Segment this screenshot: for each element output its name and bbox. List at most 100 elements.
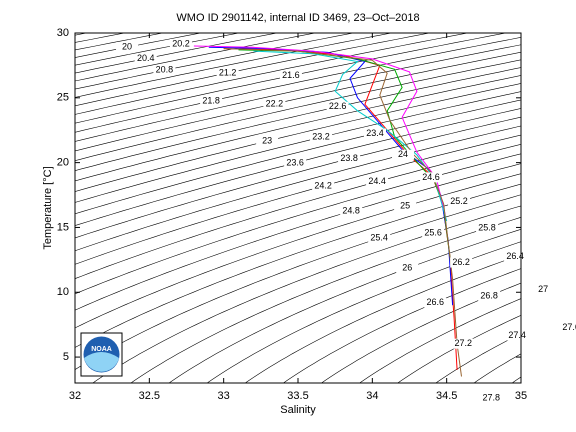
contour-label-bg: [263, 98, 286, 109]
contour-label: 27: [538, 284, 548, 294]
noaa-logo: NOAA: [80, 332, 123, 377]
logo-text: NOAA: [91, 346, 112, 353]
density-contour: [282, 268, 521, 383]
contour-label: 23.6: [286, 157, 304, 167]
contours: [75, 33, 521, 383]
contour-label: 20.4: [137, 53, 155, 63]
contour-label-bg: [326, 101, 349, 112]
contour-label-bg: [452, 338, 475, 349]
density-contour: [168, 228, 521, 383]
contour-label-bg: [279, 70, 302, 81]
density-contour: [75, 33, 470, 115]
contour-label: 23.2: [312, 132, 330, 142]
contour-label: 23.4: [366, 128, 384, 138]
contour-label: 25: [400, 201, 410, 211]
y-tick-label: 20: [57, 157, 69, 169]
contour-label: 20: [122, 42, 132, 52]
density-contour: [75, 33, 508, 124]
density-contour: [244, 254, 521, 383]
contour-label: 25.2: [450, 196, 468, 206]
contour-label: 25.4: [370, 233, 388, 243]
density-contour: [75, 134, 521, 265]
contour-label-bg: [560, 322, 576, 333]
contour-label: 26.6: [426, 297, 444, 307]
contour-label-bg: [366, 176, 389, 187]
x-tick-label: 33.5: [287, 390, 308, 402]
density-contour: [359, 298, 521, 383]
x-tick-label: 34: [366, 390, 378, 402]
density-contour: [75, 194, 521, 370]
contour-label-bg: [368, 233, 391, 244]
contour-labels: 20 20.2 20.420.8 21.2 21.6 21.8 22.2 22.6 23 23.2…: [116, 39, 576, 404]
x-tick-label: 33: [218, 390, 230, 402]
density-contour: [75, 33, 355, 90]
density-contour: [75, 37, 521, 133]
contour-label: 27.2: [454, 338, 472, 348]
contour-label-bg: [450, 257, 473, 268]
contour-label-bg: [448, 196, 471, 207]
contour-label-bg: [312, 181, 335, 192]
density-contour: [206, 241, 521, 383]
y-tick-label: 5: [63, 351, 69, 363]
contour-label: 24.4: [368, 176, 386, 186]
x-tick-label: 32: [69, 390, 81, 402]
y-axis-label: Temperature [°C]: [42, 166, 54, 249]
y-tick-label: 15: [57, 221, 69, 233]
density-contour: [75, 125, 521, 252]
x-tick-label: 32.5: [139, 390, 160, 402]
contour-label-bg: [364, 128, 387, 139]
contour-label: 21.8: [202, 95, 220, 105]
contour-label: 27.4: [508, 330, 526, 340]
density-contour: [75, 99, 521, 215]
y-tick-label: 10: [57, 286, 69, 298]
x-tick-label: 34.5: [436, 390, 457, 402]
contour-label: 27.8: [483, 393, 501, 403]
contour-label: 24.2: [314, 180, 332, 190]
contour-label: 26.2: [452, 257, 470, 267]
logo-wave: [84, 352, 119, 372]
contour-label-bg: [200, 96, 223, 107]
contour-label: 21.6: [282, 70, 300, 80]
contour-label-bg: [424, 297, 447, 308]
contour-label-bg: [394, 201, 417, 212]
contour-label-bg: [480, 393, 503, 404]
contour-label: 22.2: [266, 98, 284, 108]
density-contour: [75, 108, 521, 226]
profile-line: [223, 48, 462, 377]
contour-label-bg: [116, 42, 139, 53]
contour-label-bg: [392, 149, 415, 160]
contour-label: 26.8: [480, 290, 498, 300]
density-contour: [320, 282, 521, 383]
contour-label-bg: [216, 68, 239, 79]
contour-label-bg: [506, 330, 529, 341]
contour-label: 20.8: [156, 65, 174, 75]
density-contour: [130, 216, 521, 383]
contour-label-bg: [340, 206, 363, 217]
contour-label-bg: [256, 136, 279, 147]
x-axis-label: Salinity: [280, 404, 316, 416]
contour-label-bg: [284, 157, 307, 168]
density-contour: [75, 116, 521, 239]
contour-label-bg: [422, 228, 445, 239]
density-contour: [92, 205, 521, 383]
contour-label: 22.6: [329, 101, 347, 111]
contour-label-bg: [153, 65, 176, 76]
contour-label-bg: [532, 284, 555, 295]
contour-label: 25.8: [478, 222, 496, 232]
contour-label: 25.6: [424, 227, 442, 237]
contour-label: 24: [398, 149, 408, 159]
x-tick-label: 35: [515, 390, 527, 402]
contour-label-bg: [396, 263, 419, 274]
y-tick-label: 25: [57, 92, 69, 104]
density-contour: [75, 153, 521, 295]
contour-label: 24.8: [342, 205, 360, 215]
contour-label: 24.6: [422, 172, 440, 182]
density-contour: [75, 44, 521, 142]
contour-label: 21.2: [219, 67, 237, 77]
profiles: [193, 45, 462, 377]
contour-label-bg: [478, 290, 501, 301]
density-contour: [75, 51, 521, 152]
y-tick-label: 30: [57, 27, 69, 39]
contour-label-bg: [420, 172, 443, 183]
